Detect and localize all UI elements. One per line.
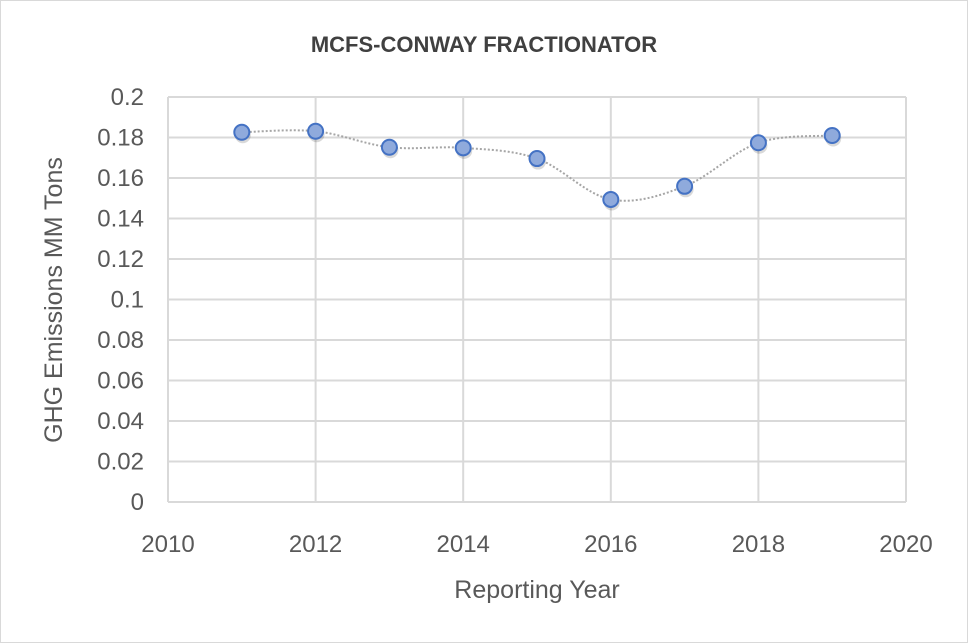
y-tick-label: 0.12 xyxy=(97,246,144,273)
x-tick-label: 2020 xyxy=(879,531,932,558)
y-tick-label: 0.02 xyxy=(97,449,144,476)
data-point xyxy=(602,190,620,208)
y-tick-label: 0.06 xyxy=(97,368,144,395)
data-point xyxy=(307,122,325,140)
data-point xyxy=(233,123,251,141)
x-tick-label: 2012 xyxy=(289,531,342,558)
x-tick-label: 2010 xyxy=(141,531,194,558)
y-tick-label: 0 xyxy=(131,489,144,516)
data-point xyxy=(380,138,398,156)
x-axis-label: Reporting Year xyxy=(454,576,619,604)
x-tick-label: 2018 xyxy=(732,531,785,558)
data-point xyxy=(676,177,694,195)
data-point xyxy=(454,139,472,157)
chart-title: MCFS-CONWAY FRACTIONATOR xyxy=(311,32,657,57)
y-tick-label: 0.08 xyxy=(97,327,144,354)
data-point xyxy=(528,150,546,168)
y-tick-label: 0.16 xyxy=(97,165,144,192)
data-point xyxy=(823,126,841,144)
data-point xyxy=(749,134,767,152)
y-tick-label: 0.2 xyxy=(111,84,144,111)
y-tick-label: 0.18 xyxy=(97,125,144,152)
y-tick-label: 0.1 xyxy=(111,287,144,314)
y-tick-label: 0.04 xyxy=(97,408,144,435)
x-tick-label: 2016 xyxy=(584,531,637,558)
x-tick-label: 2014 xyxy=(437,531,490,558)
y-tick-label: 0.14 xyxy=(97,206,144,233)
y-axis-label: GHG Emissions MM Tons xyxy=(40,157,68,443)
